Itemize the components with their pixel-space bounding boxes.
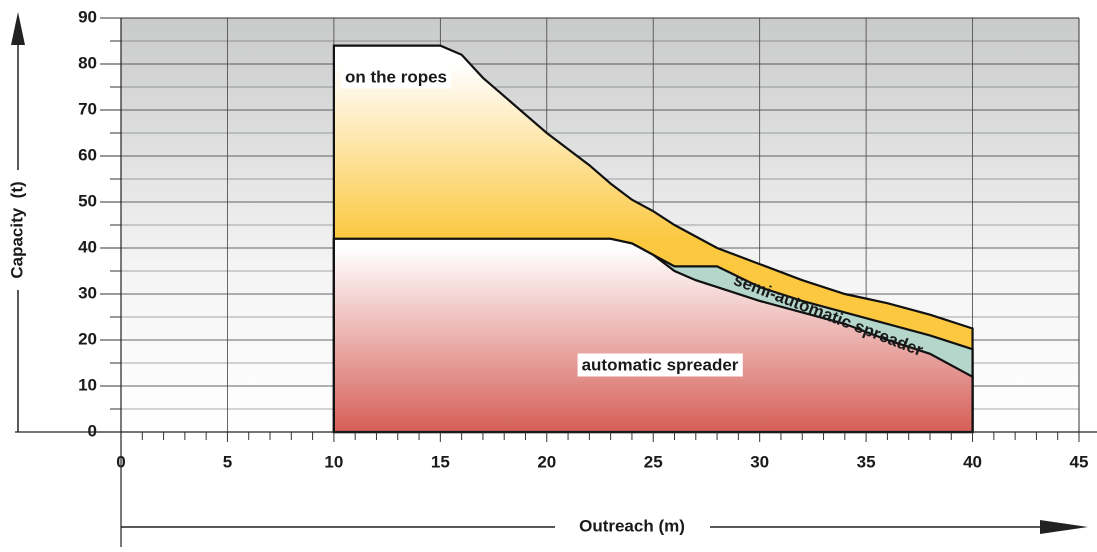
y-tick-label: 60 — [78, 145, 97, 164]
y-tick-label: 20 — [78, 329, 97, 348]
y-axis-arrowhead — [11, 12, 25, 45]
x-tick-label: 25 — [644, 452, 663, 471]
y-tick-label: 90 — [78, 7, 97, 26]
x-tick-label: 5 — [223, 452, 232, 471]
label-background — [341, 65, 452, 89]
y-tick-label: 40 — [78, 237, 97, 256]
y-tick-label: 0 — [88, 421, 97, 440]
x-tick-label: 40 — [963, 452, 982, 471]
y-axis-title: Capacity (t) — [7, 181, 26, 278]
x-tick-label: 15 — [431, 452, 450, 471]
y-tick-label: 10 — [78, 375, 97, 394]
x-tick-label: 10 — [324, 452, 343, 471]
x-axis-title: Outreach (m) — [579, 516, 685, 535]
x-tick-label: 30 — [750, 452, 769, 471]
x-axis-arrowhead — [1040, 520, 1088, 534]
x-tick-label: 20 — [537, 452, 556, 471]
label-background — [577, 353, 743, 377]
series-label: on the ropes — [345, 67, 447, 86]
series-label: automatic spreader — [582, 355, 739, 374]
y-tick-label: 50 — [78, 191, 97, 210]
y-tick-label: 80 — [78, 53, 97, 72]
x-tick-label: 35 — [857, 452, 876, 471]
area — [332, 237, 974, 434]
y-tick-label: 70 — [78, 99, 97, 118]
y-tick-label: 30 — [78, 283, 97, 302]
x-tick-label: 45 — [1070, 452, 1089, 471]
